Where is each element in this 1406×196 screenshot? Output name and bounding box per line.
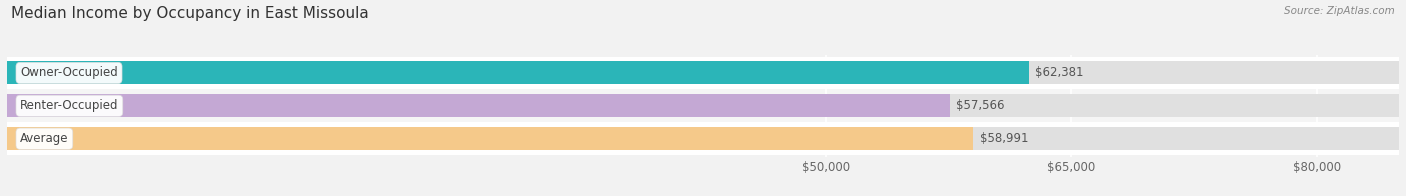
Bar [7,122,1399,155]
Bar [7,62,1029,84]
Bar [7,127,1399,150]
Bar [7,94,1399,117]
Bar [7,89,1399,122]
Bar [7,127,973,150]
Text: $62,381: $62,381 [1035,66,1084,79]
Text: $57,566: $57,566 [956,99,1005,112]
Bar [7,62,1399,84]
Text: Renter-Occupied: Renter-Occupied [20,99,118,112]
Text: $58,991: $58,991 [980,132,1028,145]
Text: Source: ZipAtlas.com: Source: ZipAtlas.com [1284,6,1395,16]
Bar [7,94,949,117]
Bar [7,56,1399,89]
Text: Owner-Occupied: Owner-Occupied [20,66,118,79]
Text: Median Income by Occupancy in East Missoula: Median Income by Occupancy in East Misso… [11,6,368,21]
Text: Average: Average [20,132,69,145]
